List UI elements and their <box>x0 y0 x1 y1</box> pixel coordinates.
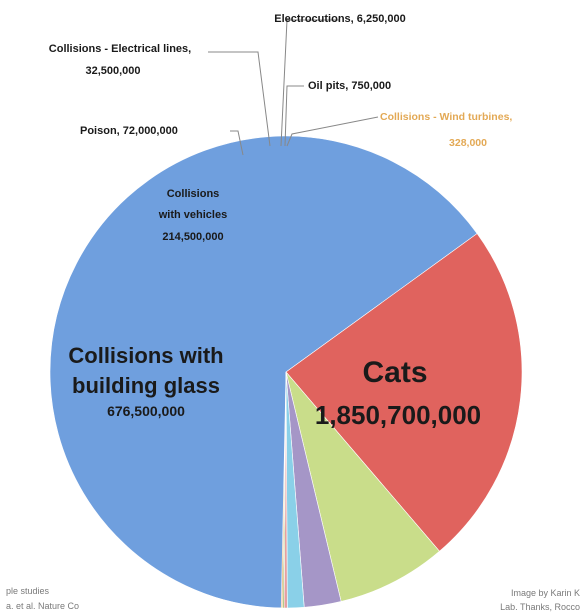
pie-slices <box>49 135 523 609</box>
label-oilpits: Oil pits, 750,000 <box>308 80 391 92</box>
pie-slice-collisions-wind-turbines <box>280 371 287 609</box>
credit-left-line2: a. et al. Nature Co <box>6 601 80 611</box>
label-cats-name: Cats <box>362 356 427 389</box>
label-glass-value: 676,500,000 <box>107 403 185 419</box>
leader-line-poison <box>230 130 244 156</box>
credit-left-line1: ple studies <box>6 586 50 596</box>
pie-slice-collisions-with-building-glass <box>285 233 523 552</box>
leader-line-wind <box>286 116 379 147</box>
leader-line-electrocutions <box>280 19 340 147</box>
label-glass-line2: building glass <box>72 373 220 398</box>
leader-line-electrical <box>208 51 271 147</box>
pie-slice-cats <box>49 135 478 609</box>
label-vehicles-line2: with vehicles <box>158 209 227 221</box>
label-electrical-line1: Collisions - Electrical lines, <box>49 43 191 55</box>
leader-line-oilpits <box>284 85 304 147</box>
label-vehicles-line1: Collisions <box>167 188 220 200</box>
credit-right-line1: Image by Karin K <box>510 588 580 598</box>
pie-slice-collisions-with-vehicles <box>285 371 440 602</box>
label-vehicles-value: 214,500,000 <box>162 231 223 243</box>
label-electrical-line2: 32,500,000 <box>85 65 140 77</box>
label-poison: Poison, 72,000,000 <box>80 125 178 137</box>
leader-lines <box>208 19 379 156</box>
label-electrocutions: Electrocutions, 6,250,000 <box>274 13 405 25</box>
label-cats-value: 1,850,700,000 <box>315 400 481 430</box>
label-wind-line1: Collisions - Wind turbines, <box>380 111 512 123</box>
label-wind-line2: 328,000 <box>449 137 487 149</box>
credit-right-line2: Lab. Thanks, Rocco <box>500 602 580 612</box>
label-glass-line1: Collisions with <box>68 343 223 368</box>
